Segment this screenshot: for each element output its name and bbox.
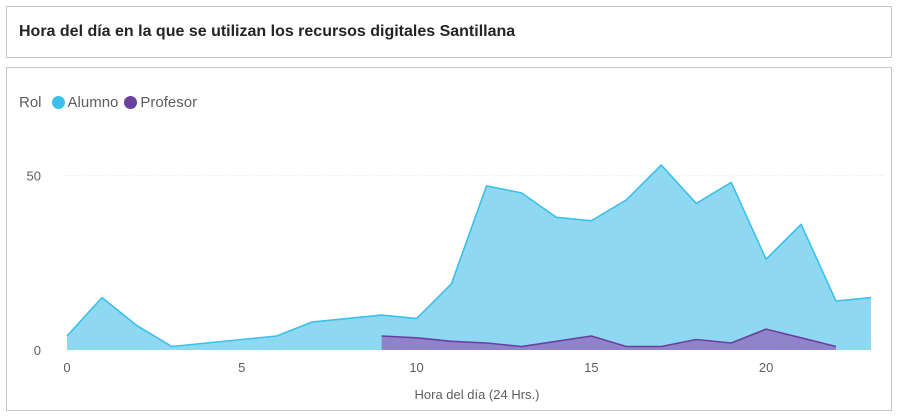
legend-title: Rol	[19, 93, 42, 111]
series-line-alumno	[66, 164, 872, 348]
chart-title-card: Hora del día en la que se utilizan los r…	[6, 6, 892, 58]
legend-item-profesor[interactable]: Profesor	[124, 94, 197, 111]
x-tick-label: 20	[759, 360, 773, 375]
x-axis-title: Hora del día (24 Hrs.)	[415, 387, 540, 402]
x-tick-label: 10	[409, 360, 423, 375]
x-tick-label: 15	[584, 360, 598, 375]
legend-item-alumno[interactable]: Alumno	[51, 93, 119, 111]
y-tick-label: 0	[34, 343, 41, 358]
area-chart: 0 50 0 5 10 15 20 Hora del día (24 Hrs.)	[27, 164, 885, 402]
series-area-alumno	[67, 165, 871, 350]
series-area-profesor	[381, 329, 836, 350]
y-tick-label: 50	[27, 168, 41, 183]
legend-label-profesor: Profesor	[140, 93, 198, 111]
x-tick-label: 0	[63, 360, 70, 375]
x-tick-label: 5	[238, 360, 245, 375]
legend-dot-alumno	[51, 95, 65, 109]
chart-title: Hora del día en la que se utilizan los r…	[19, 23, 516, 40]
legend: Rol Alumno Profesor	[19, 92, 203, 112]
legend-label-alumno: Alumno	[67, 93, 119, 111]
series-line-profesor	[381, 328, 837, 348]
legend-dot-profesor	[124, 95, 138, 109]
chart-card[interactable]: Rol Alumno Profesor 0 50 0 5 10 15 20 Hora del …	[6, 67, 892, 411]
